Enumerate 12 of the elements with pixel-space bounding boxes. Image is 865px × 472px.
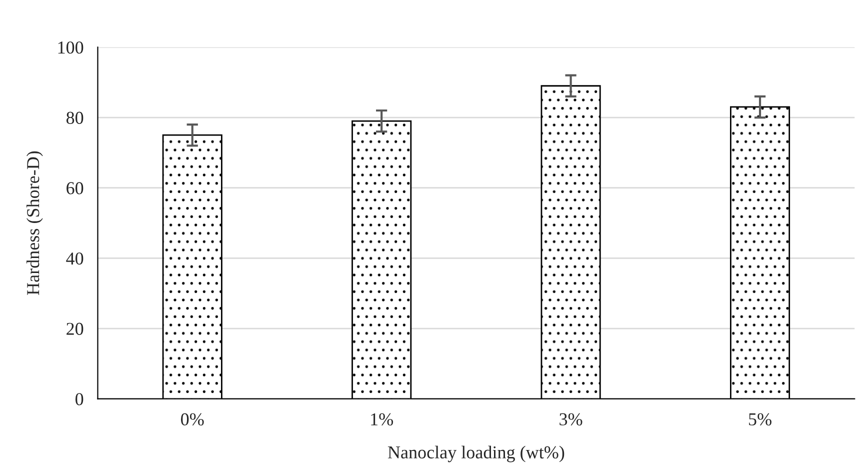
y-tick-label: 0 <box>76 393 84 406</box>
x-tick-label: 1% <box>371 413 393 426</box>
y-tick-label: 60 <box>66 182 84 194</box>
x-axis-title: Nanoclay loading (wt%) <box>388 446 564 462</box>
y-tick-label: 80 <box>66 112 84 124</box>
y-tick-label: 40 <box>66 252 84 265</box>
y-tick-label: 100 <box>58 41 84 54</box>
x-tick-label: 0% <box>181 413 204 426</box>
y-tick-label: 20 <box>66 322 84 335</box>
x-tick-label: 3% <box>560 413 582 426</box>
x-tick-label: 5% <box>749 413 772 426</box>
y-axis-title: Hardness (Shore-D) <box>26 151 43 295</box>
